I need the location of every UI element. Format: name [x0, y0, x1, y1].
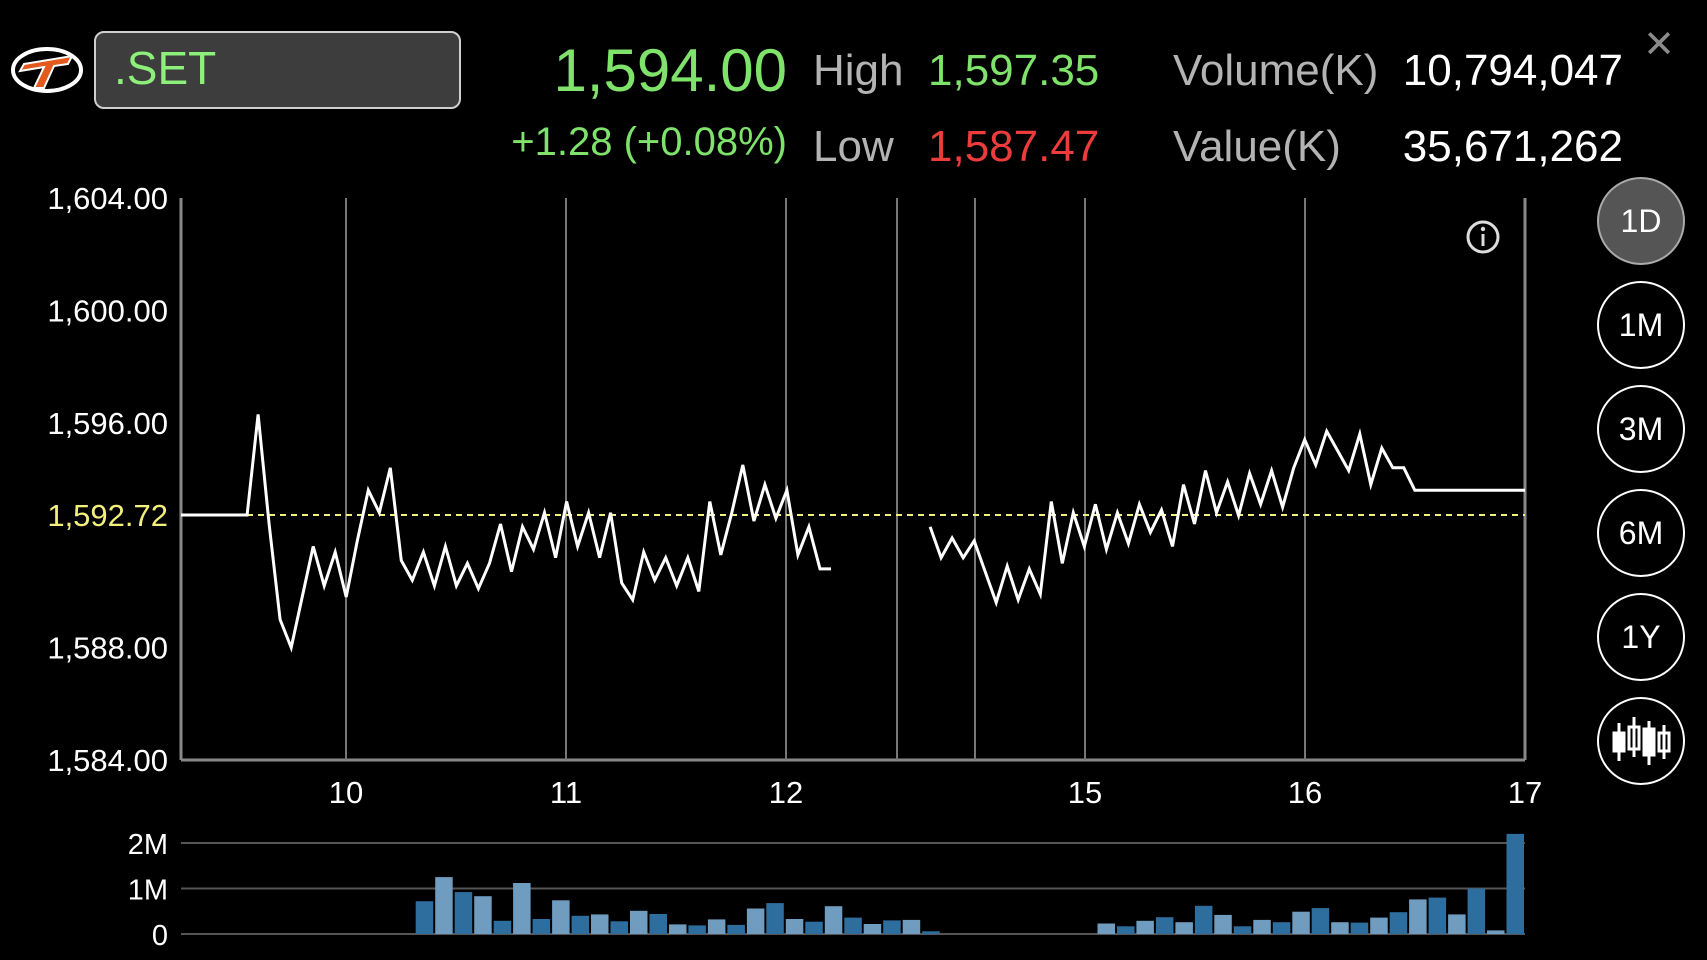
volume-bar: [493, 920, 512, 934]
volume-bar: [707, 919, 726, 934]
volume-value: 10,794,047: [1402, 46, 1623, 95]
volume-tick-label: 0: [152, 920, 168, 952]
symbol-text: .SET: [114, 42, 217, 94]
volume-bar: [727, 924, 745, 934]
volume-bar: [415, 901, 434, 934]
volume-bar: [649, 914, 667, 934]
volume-bar: [1428, 897, 1447, 934]
low-value: 1,587.47: [928, 122, 1100, 171]
x-tick-label: 12: [769, 775, 803, 810]
volume-bar: [532, 919, 551, 934]
info-icon[interactable]: [1466, 220, 1500, 254]
volume-bar: [1272, 922, 1291, 934]
x-tick-label: 10: [329, 775, 363, 810]
volume-bar: [1487, 930, 1505, 934]
period-button-1d[interactable]: 1D: [1597, 177, 1685, 265]
volume-bar: [902, 919, 921, 934]
volume-bar: [863, 924, 882, 934]
candlestick-icon: [1612, 717, 1671, 765]
volume-bar: [474, 896, 492, 934]
volume-bar: [513, 883, 531, 934]
volume-bar: [630, 910, 648, 934]
volume-bar: [669, 924, 687, 934]
price-series-line: [928, 427, 1525, 608]
volume-bar: [1292, 911, 1310, 934]
volume-bar: [1136, 920, 1154, 934]
volume-bar: [454, 892, 473, 934]
y-tick-label: 1,604.00: [47, 181, 168, 216]
high-label: High: [813, 46, 904, 95]
volume-bar: [883, 920, 901, 934]
volume-bar: [1370, 917, 1388, 934]
volume-bar: [688, 925, 706, 934]
value-value: 35,671,262: [1402, 122, 1623, 171]
volume-bar: [746, 908, 765, 934]
volume-bar: [571, 915, 590, 934]
volume-bar: [1311, 908, 1330, 934]
volume-bar: [1214, 914, 1232, 934]
y-tick-label: 1,596.00: [47, 406, 168, 441]
volume-bar: [1175, 922, 1193, 934]
period-button-1m[interactable]: 1M: [1597, 281, 1685, 369]
period-button-1y[interactable]: 1Y: [1597, 593, 1685, 681]
period-button-6m[interactable]: 6M: [1597, 489, 1685, 577]
last-price: 1,594.00: [553, 37, 787, 104]
volume-bar: [610, 921, 628, 934]
price-series-line: [181, 414, 831, 653]
volume-bar: [435, 877, 453, 934]
x-tick-label: 11: [550, 775, 582, 810]
volume-bar: [1233, 926, 1252, 934]
volume-bar: [1448, 914, 1466, 934]
x-tick-label: 16: [1288, 775, 1322, 810]
value-label: Value(K): [1173, 122, 1341, 171]
volume-tick-label: 1M: [128, 875, 168, 907]
volume-bar: [766, 903, 784, 934]
volume-bar: [1117, 926, 1135, 934]
y-tick-label: 1,600.00: [47, 293, 168, 328]
x-tick-label: 15: [1068, 775, 1102, 810]
low-label: Low: [813, 122, 894, 171]
volume-bar: [1409, 899, 1427, 934]
volume-tick-label: 2M: [128, 829, 168, 861]
period-button-3m[interactable]: 3M: [1597, 385, 1685, 473]
volume-bar: [1097, 923, 1115, 934]
symbol-input[interactable]: .SET: [94, 31, 461, 109]
volume-bar: [785, 919, 804, 934]
volume-label: Volume(K): [1173, 46, 1379, 95]
reference-label: 1,592.72: [47, 498, 168, 533]
volume-bar: [1350, 922, 1369, 934]
y-tick-label: 1,588.00: [47, 631, 168, 666]
close-icon[interactable]: ✕: [1643, 24, 1675, 66]
volume-bar: [552, 900, 570, 934]
y-tick-label: 1,584.00: [47, 743, 168, 778]
volume-bar: [1155, 917, 1174, 934]
price-change: +1.28 (+0.08%): [511, 120, 787, 164]
volume-bar: [1467, 888, 1486, 934]
high-value: 1,597.35: [928, 46, 1100, 95]
volume-bar: [1194, 905, 1213, 934]
app-logo-icon: [11, 47, 83, 93]
volume-bar: [1253, 919, 1271, 934]
volume-bar: [1389, 912, 1408, 934]
volume-bar: [805, 921, 823, 934]
volume-bar: [824, 906, 843, 934]
volume-bar: [922, 931, 940, 934]
volume-bar: [1506, 833, 1524, 934]
volume-bar: [1331, 922, 1349, 934]
volume-bar: [844, 917, 862, 934]
chart-type-toggle[interactable]: [1597, 697, 1685, 785]
x-tick-label: 17: [1508, 775, 1542, 810]
volume-bar: [591, 914, 609, 934]
